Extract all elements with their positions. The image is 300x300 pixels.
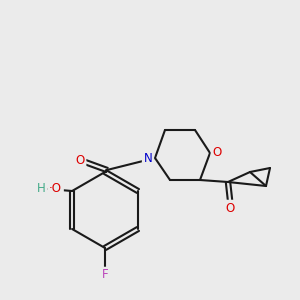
Text: ·O: ·O <box>49 182 62 196</box>
Text: O: O <box>212 146 222 160</box>
Text: N: N <box>144 152 152 166</box>
Text: H: H <box>37 182 46 196</box>
Text: O: O <box>225 202 235 214</box>
Text: O: O <box>75 154 85 167</box>
Text: F: F <box>102 268 108 281</box>
